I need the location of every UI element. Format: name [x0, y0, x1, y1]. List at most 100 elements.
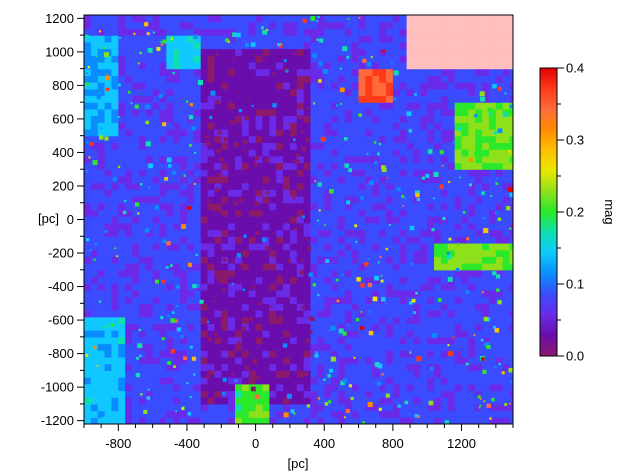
heatmap-cell — [248, 410, 257, 418]
heatmap-cell — [97, 108, 106, 117]
heatmap-cell — [269, 28, 277, 36]
heatmap-cell — [97, 61, 106, 70]
heatmap-cell — [90, 417, 99, 424]
heatmap-cell — [283, 269, 291, 278]
heatmap-cell — [228, 303, 236, 311]
heatmap-cell — [358, 249, 367, 257]
heatmap-cell — [221, 330, 229, 338]
heatmap-cell — [104, 82, 113, 90]
heatmap-cell — [145, 249, 154, 257]
heatmap-cell — [475, 216, 483, 224]
heatmap-cell — [440, 276, 449, 284]
heatmap-cell — [434, 276, 442, 284]
heatmap-cell — [132, 68, 140, 76]
heatmap-cell — [364, 262, 369, 267]
heatmap-cell — [207, 229, 216, 237]
heatmap-cell — [420, 142, 428, 150]
heatmap-cell — [145, 202, 154, 211]
heatmap-cell — [488, 61, 497, 70]
heatmap-cell — [491, 397, 495, 402]
heatmap-cell — [509, 192, 513, 198]
heatmap-cell — [406, 82, 415, 90]
heatmap-cell — [248, 269, 257, 278]
heatmap-cell — [502, 323, 511, 331]
heatmap-cell — [283, 316, 291, 325]
heatmap-cell — [111, 155, 119, 164]
heatmap-cell — [152, 242, 161, 251]
heatmap-cell — [173, 61, 181, 70]
heatmap-cell — [427, 336, 435, 345]
heatmap-cell — [447, 48, 456, 56]
heatmap-cell — [90, 209, 99, 217]
heatmap-cell — [427, 417, 435, 424]
heatmap-cell — [125, 296, 133, 304]
heatmap-cell — [296, 15, 305, 23]
heatmap-cell — [406, 182, 415, 190]
heatmap-cell — [468, 158, 473, 162]
heatmap-cell — [386, 276, 394, 284]
heatmap-cell — [475, 122, 483, 130]
heatmap-cell — [461, 403, 469, 412]
heatmap-cell — [509, 229, 513, 237]
heatmap-cell — [475, 296, 483, 304]
heatmap-cell — [289, 142, 298, 150]
heatmap-cell — [262, 202, 270, 211]
y-tick-label: 400 — [52, 145, 74, 160]
heatmap-cell — [358, 303, 367, 311]
heatmap-cell — [152, 21, 161, 30]
heatmap-cell — [166, 82, 174, 90]
heatmap-cell — [468, 222, 476, 231]
heatmap-cell — [310, 383, 318, 392]
heatmap-cell — [337, 108, 346, 117]
heatmap-cell — [159, 356, 167, 365]
heatmap-cell — [90, 310, 99, 318]
heatmap-cell — [358, 15, 367, 23]
heatmap-cell — [159, 142, 167, 150]
heatmap-cell — [475, 95, 483, 103]
heatmap-cell — [173, 155, 181, 164]
heatmap-cell — [351, 196, 360, 204]
heatmap-cell — [90, 149, 99, 157]
heatmap-cell — [303, 229, 312, 237]
heatmap-cell — [241, 155, 250, 164]
heatmap-cell — [488, 283, 497, 291]
heatmap-cell — [344, 276, 353, 284]
heatmap-cell — [447, 330, 456, 338]
heatmap-cell — [329, 189, 334, 194]
heatmap-cell — [446, 254, 452, 260]
heatmap-cell — [337, 296, 346, 304]
heatmap-cell — [427, 242, 435, 251]
heatmap-cell — [360, 196, 364, 200]
heatmap-cell — [166, 189, 174, 197]
heatmap-cell — [447, 336, 456, 345]
heatmap-cell — [147, 388, 150, 391]
heatmap-cell — [399, 155, 408, 164]
heatmap-cell — [183, 356, 187, 361]
heatmap-cell — [303, 196, 312, 204]
heatmap-cell — [468, 48, 476, 56]
heatmap-cell — [276, 75, 284, 83]
heatmap-cell — [475, 155, 483, 164]
heatmap-cell — [337, 202, 346, 211]
heatmap-cell — [440, 48, 449, 56]
heatmap-cell — [225, 60, 228, 63]
heatmap-cell — [303, 149, 312, 157]
heatmap-cell — [180, 276, 188, 284]
heatmap-cell — [132, 397, 140, 405]
heatmap-cell — [263, 99, 266, 102]
heatmap-cell — [289, 189, 298, 197]
heatmap-cell — [118, 336, 126, 345]
heatmap-cell — [145, 310, 154, 318]
heatmap-cell — [495, 263, 504, 271]
heatmap-cell — [186, 303, 195, 311]
heatmap-cell — [427, 68, 435, 76]
heatmap-cell — [262, 135, 270, 143]
heatmap-cell — [434, 189, 442, 197]
heatmap-cell — [127, 90, 131, 94]
x-tick-label: -400 — [174, 436, 200, 451]
heatmap-cell — [276, 417, 284, 424]
heatmap-cell — [509, 169, 513, 177]
heatmap-cell — [262, 102, 270, 110]
heatmap-cell — [386, 75, 394, 83]
heatmap-cell — [303, 256, 312, 264]
